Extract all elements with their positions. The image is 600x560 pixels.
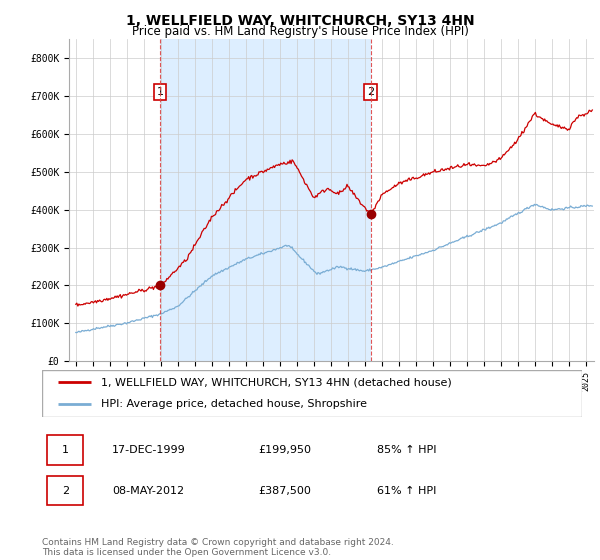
Text: 2: 2 [367,87,374,97]
Text: 1, WELLFIELD WAY, WHITCHURCH, SY13 4HN (detached house): 1, WELLFIELD WAY, WHITCHURCH, SY13 4HN (… [101,377,452,388]
Text: 1, WELLFIELD WAY, WHITCHURCH, SY13 4HN: 1, WELLFIELD WAY, WHITCHURCH, SY13 4HN [125,14,475,28]
Text: 1: 1 [62,445,69,455]
Text: 08-MAY-2012: 08-MAY-2012 [112,486,184,496]
FancyBboxPatch shape [47,476,83,506]
Text: 1: 1 [157,87,164,97]
Bar [160,39,371,361]
Text: HPI: Average price, detached house, Shropshire: HPI: Average price, detached house, Shro… [101,399,367,409]
Text: Price paid vs. HM Land Registry's House Price Index (HPI): Price paid vs. HM Land Registry's House … [131,25,469,38]
Text: 61% ↑ HPI: 61% ↑ HPI [377,486,436,496]
Text: Contains HM Land Registry data © Crown copyright and database right 2024.
This d: Contains HM Land Registry data © Crown c… [42,538,394,557]
Text: £387,500: £387,500 [258,486,311,496]
Text: 17-DEC-1999: 17-DEC-1999 [112,445,186,455]
Text: 2: 2 [62,486,69,496]
FancyBboxPatch shape [42,370,582,417]
Text: £199,950: £199,950 [258,445,311,455]
FancyBboxPatch shape [47,435,83,465]
Text: 85% ↑ HPI: 85% ↑ HPI [377,445,436,455]
